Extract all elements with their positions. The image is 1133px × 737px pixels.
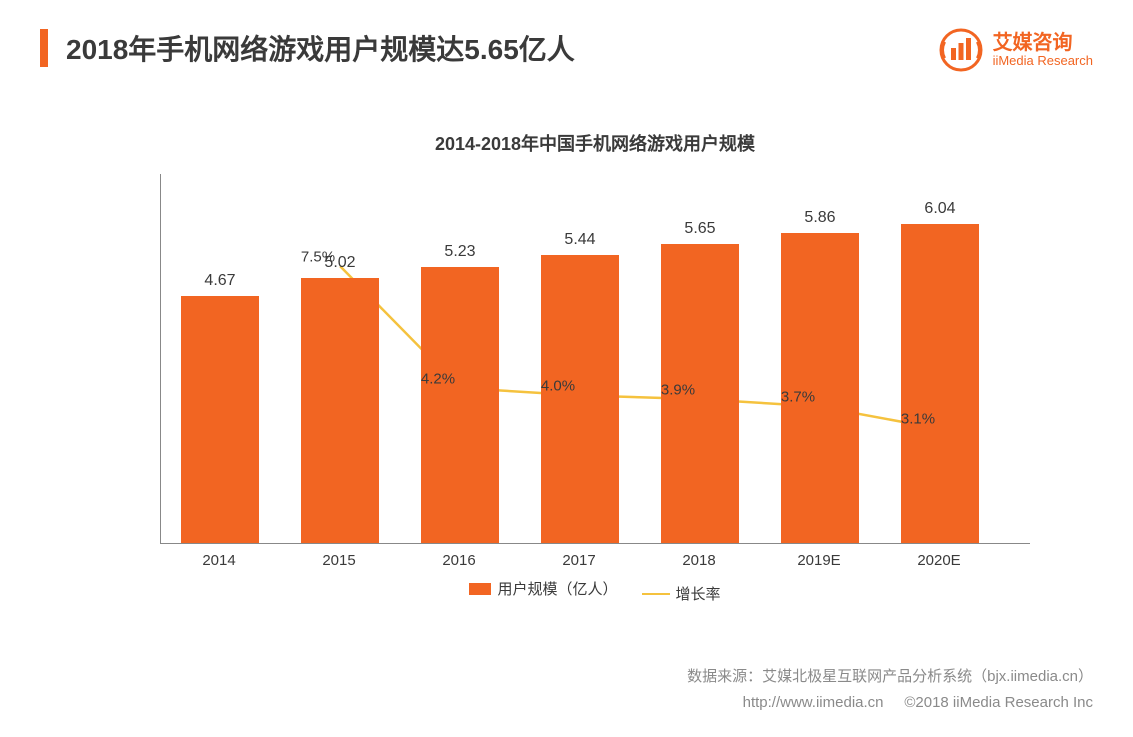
legend-swatch-line — [642, 593, 670, 595]
title-wrap: 2018年手机网络游戏用户规模达5.65亿人 — [40, 28, 575, 68]
data-source: 数据来源：艾媒北极星互联网产品分析系统（bjx.iimedia.cn） — [687, 664, 1093, 690]
logo-icon — [939, 28, 983, 72]
footer-copyright: ©2018 iiMedia Research Inc — [904, 694, 1093, 711]
line-value-label: 4.2% — [421, 370, 455, 387]
chart-title: 2014-2018年中国手机网络游戏用户规模 — [160, 130, 1030, 156]
x-axis-label: 2014 — [180, 552, 258, 569]
chart-area: 2014-2018年中国手机网络游戏用户规模 4.67 5.02 5.23 5.44 5… — [160, 130, 1030, 590]
page-title: 2018年手机网络游戏用户规模达5.65亿人 — [66, 28, 575, 68]
bar: 6.04 — [901, 224, 979, 543]
x-axis-label: 2017 — [540, 552, 618, 569]
logo-text-en: iiMedia Research — [993, 54, 1093, 68]
bar-value-label: 5.44 — [541, 231, 619, 249]
x-axis-label: 2019E — [780, 552, 858, 569]
bar-value-label: 6.04 — [901, 200, 979, 218]
legend-label: 用户规模（亿人） — [497, 578, 617, 599]
bar-value-label: 5.23 — [421, 243, 499, 261]
bar: 5.02 — [301, 278, 379, 543]
line-value-label: 7.5% — [301, 248, 335, 265]
x-axis-label: 2016 — [420, 552, 498, 569]
footer-url: http://www.iimedia.cn — [743, 694, 884, 711]
title-accent-bar — [40, 29, 48, 67]
chart-legend: 用户规模（亿人） 增长率 — [160, 578, 1030, 604]
x-axis-label: 2020E — [900, 552, 978, 569]
logo-text-cn: 艾媒咨询 — [993, 32, 1093, 54]
footer: 数据来源：艾媒北极星互联网产品分析系统（bjx.iimedia.cn） http… — [687, 664, 1093, 715]
line-value-label: 3.9% — [661, 381, 695, 398]
chart-plot: 4.67 5.02 5.23 5.44 5.65 5.86 6.04 7.5% 4.2% 4.0%… — [160, 174, 1030, 544]
bar: 5.23 — [421, 267, 499, 543]
x-axis-label: 2015 — [300, 552, 378, 569]
bar-value-label: 4.67 — [181, 272, 259, 290]
brand-logo: 艾媒咨询 iiMedia Research — [939, 28, 1093, 72]
legend-item: 用户规模（亿人） — [469, 578, 617, 599]
x-axis-labels: 2014 2015 2016 2017 2018 2019E 2020E — [160, 544, 1030, 572]
line-value-label: 3.1% — [901, 411, 935, 428]
bar-value-label: 5.65 — [661, 220, 739, 238]
bar: 5.44 — [541, 255, 619, 543]
header: 2018年手机网络游戏用户规模达5.65亿人 艾媒咨询 iiMedia Rese… — [0, 0, 1133, 72]
legend-swatch-box — [469, 583, 491, 595]
bar-value-label: 5.86 — [781, 209, 859, 227]
legend-label: 增长率 — [676, 583, 721, 604]
x-axis-label: 2018 — [660, 552, 738, 569]
line-value-label: 4.0% — [541, 378, 575, 395]
legend-item: 增长率 — [642, 583, 721, 604]
bar: 4.67 — [181, 296, 259, 543]
line-value-label: 3.7% — [781, 389, 815, 406]
logo-text: 艾媒咨询 iiMedia Research — [993, 32, 1093, 68]
footer-line2: http://www.iimedia.cn ©2018 iiMedia Rese… — [687, 690, 1093, 716]
